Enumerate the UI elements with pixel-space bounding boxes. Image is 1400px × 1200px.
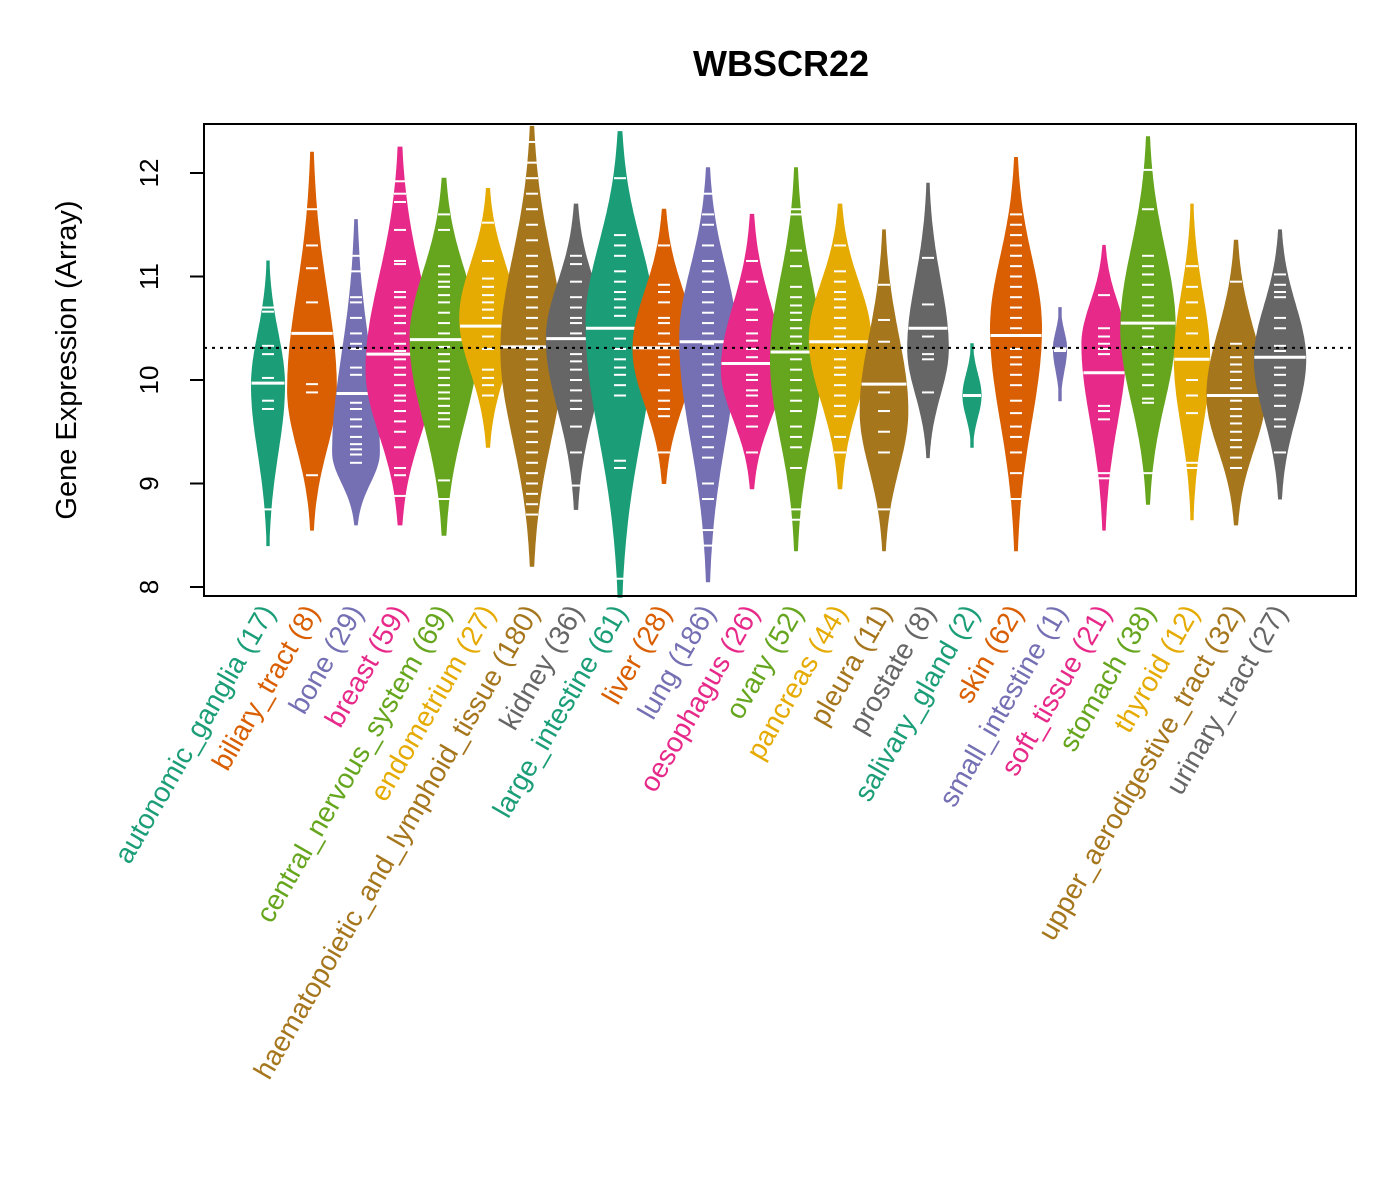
violin-bone [332, 219, 380, 526]
plot-frame [203, 123, 1357, 597]
violin-body [251, 260, 285, 547]
violin-soft-tissue [1081, 244, 1127, 531]
y-tick-label: 11 [134, 263, 164, 290]
violin-body [808, 203, 872, 490]
violin-central-nervous-system [409, 177, 479, 536]
violin-biliary-tract [287, 151, 337, 531]
y-tick-label: 10 [134, 366, 164, 395]
violin-body [409, 177, 479, 536]
violin-thyroid [1173, 203, 1211, 521]
y-tick-label: 12 [134, 159, 164, 188]
violin-body [585, 131, 655, 598]
violin-stomach [1120, 136, 1176, 505]
violin-urinary-tract [1253, 229, 1307, 500]
violin-autonomic-ganglia [251, 260, 285, 547]
violin-body [907, 182, 949, 459]
violin-body [990, 157, 1042, 552]
y-axis: 8 9 10 11 12 [134, 159, 204, 594]
violin-body [1206, 239, 1266, 526]
y-tick-label: 8 [134, 580, 164, 594]
x-axis-labels: autonomic_ganglia (17)biliary_tract (8)b… [108, 600, 1293, 1085]
violin-pancreas [808, 203, 872, 490]
violin-skin [990, 157, 1042, 552]
violin-small-intestine [1052, 307, 1068, 402]
violin-body [1120, 136, 1176, 505]
violin-salivary-gland [962, 343, 982, 448]
violin-pleura [859, 229, 909, 552]
violin-upper-aerodigestive-tract [1206, 239, 1266, 526]
violin-body [1173, 203, 1211, 521]
violin-body [1253, 229, 1307, 500]
violin-body [859, 229, 909, 552]
plot-area [204, 125, 1356, 598]
violin-body [1052, 307, 1068, 402]
violin-body [1081, 244, 1127, 531]
y-axis-label: Gene Expression (Array) [51, 200, 83, 519]
chart-title: WBSCR22 [693, 43, 869, 84]
y-tick-label: 9 [134, 476, 164, 490]
violin-prostate [907, 182, 949, 459]
